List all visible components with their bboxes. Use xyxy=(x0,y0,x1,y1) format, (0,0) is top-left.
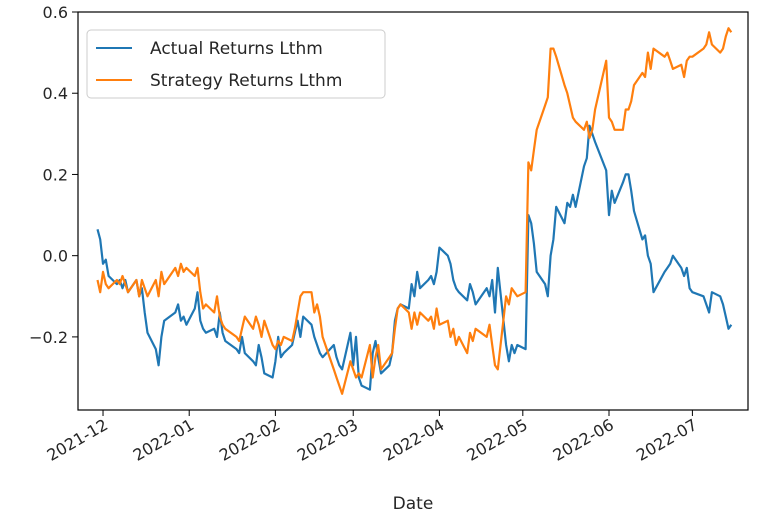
y-axis: −0.2 0.0 0.2 0.4 0.6 xyxy=(29,3,78,347)
x-tick-label-0: 2021-12 xyxy=(44,415,111,465)
x-tick-label-7: 2022-07 xyxy=(633,415,700,465)
x-axis-label: Date xyxy=(393,494,434,514)
x-tick-label-5: 2022-05 xyxy=(463,415,530,465)
y-tick-label-3: 0.4 xyxy=(43,84,68,103)
legend-entry-actual: Actual Returns Lthm xyxy=(150,39,323,59)
y-tick-label-2: 0.2 xyxy=(43,165,68,184)
legend-box xyxy=(86,29,386,99)
y-tick-label-4: 0.6 xyxy=(43,3,68,22)
x-tick-label-6: 2022-06 xyxy=(550,415,617,465)
y-tick-label-0: −0.2 xyxy=(29,328,68,347)
series-line-0 xyxy=(96,124,733,391)
series-layer xyxy=(96,27,733,395)
plot-area-frame xyxy=(77,11,749,411)
x-tick-label-4: 2022-04 xyxy=(380,415,447,465)
series-line-1 xyxy=(96,27,733,395)
legend-entry-strategy: Strategy Returns Lthm xyxy=(150,71,342,91)
y-tick-label-1: 0.0 xyxy=(43,247,68,266)
legend: Actual Returns Lthm Strategy Returns Lth… xyxy=(86,29,386,99)
x-axis: 2021-12 2022-01 2022-02 2022-03 2022-04 2022-… xyxy=(44,410,700,465)
x-tick-label-1: 2022-01 xyxy=(130,415,197,465)
x-tick-label-2: 2022-02 xyxy=(216,415,283,465)
x-tick-label-3: 2022-03 xyxy=(294,415,361,465)
